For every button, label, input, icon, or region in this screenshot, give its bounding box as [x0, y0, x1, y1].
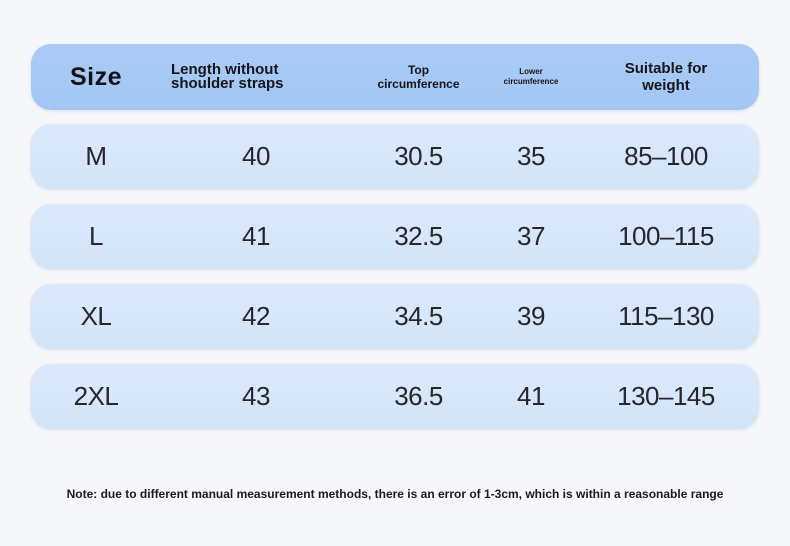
table-row: L 41 32.5 37 100–115	[31, 204, 759, 269]
measurement-note: Note: due to different manual measuremen…	[66, 487, 724, 501]
header-lower-circumference: Lower circumference	[486, 44, 576, 110]
cell-length: 41	[242, 221, 270, 251]
cell-weight: 115–130	[618, 301, 714, 331]
cell-length: 42	[242, 301, 270, 331]
cell-size: M	[85, 141, 107, 171]
cell-lower: 35	[517, 141, 545, 171]
cell-weight: 130–145	[617, 381, 715, 411]
header-lower-label: Lower circumference	[503, 67, 559, 86]
header-weight: Suitable for weight	[586, 44, 746, 110]
cell-lower: 41	[517, 381, 545, 411]
table-row: XL 42 34.5 39 115–130	[31, 284, 759, 349]
cell-top: 30.5	[394, 141, 443, 171]
cell-top: 36.5	[394, 381, 443, 411]
cell-lower: 37	[517, 221, 545, 251]
cell-length: 43	[242, 381, 270, 411]
table-row: M 40 30.5 35 85–100	[31, 124, 759, 189]
cell-size: XL	[80, 301, 112, 331]
header-top-circumference: Top circumference	[351, 44, 486, 110]
cell-lower: 39	[517, 301, 545, 331]
cell-weight: 85–100	[624, 141, 708, 171]
header-length: Length without shoulder straps	[171, 44, 341, 110]
cell-length: 40	[242, 141, 270, 171]
header-size: Size	[69, 62, 123, 91]
table-row: 2XL 43 36.5 41 130–145	[31, 364, 759, 429]
cell-top: 32.5	[394, 221, 443, 251]
header-length-label: Length without shoulder straps	[171, 61, 284, 92]
cell-size: L	[89, 221, 103, 251]
cell-weight: 100–115	[618, 221, 714, 251]
header-weight-label: Suitable for weight	[624, 60, 708, 94]
header-top-label: Top circumference	[377, 63, 460, 91]
cell-top: 34.5	[394, 301, 443, 331]
cell-size: 2XL	[73, 381, 119, 411]
table-header-row: Size Length without shoulder straps Top …	[31, 44, 759, 110]
